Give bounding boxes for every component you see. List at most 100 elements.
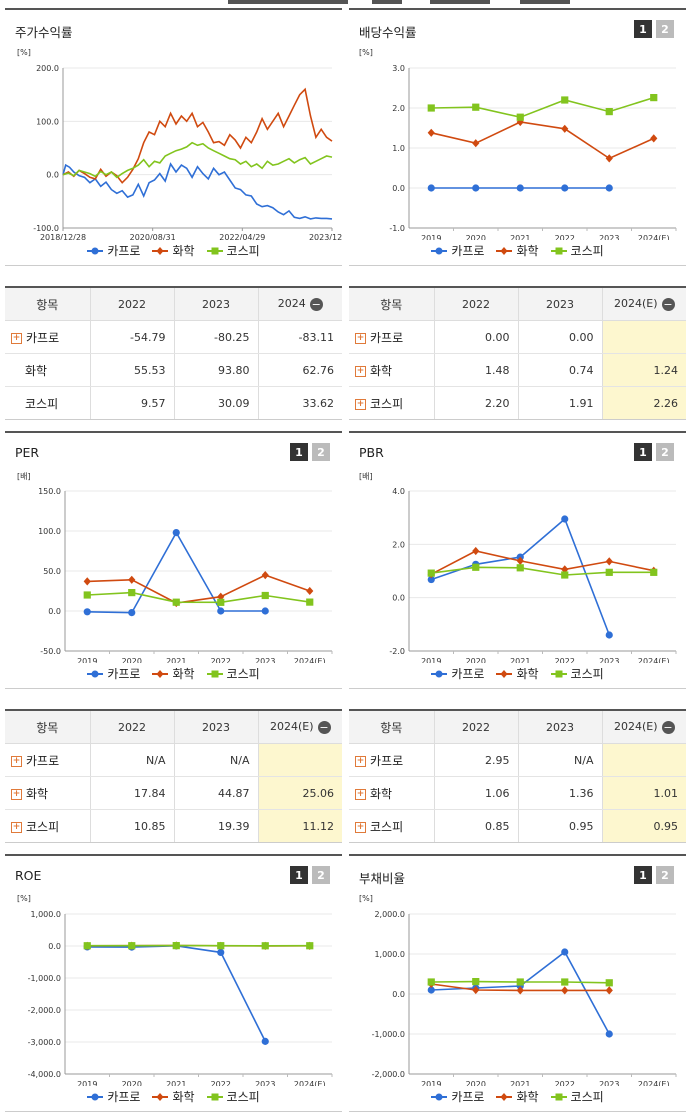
row-label[interactable]: + 카프로 bbox=[5, 320, 90, 354]
view-2-button[interactable]: 2 bbox=[312, 866, 330, 884]
x-tick-label: 2022 bbox=[555, 1080, 575, 1086]
legend: 카프로 화학 코스피 bbox=[5, 242, 342, 259]
data-point bbox=[91, 670, 99, 677]
x-tick-label: 2020 bbox=[466, 1080, 486, 1086]
row-label[interactable]: + 화학 bbox=[349, 776, 434, 810]
expand-icon[interactable]: + bbox=[11, 755, 22, 767]
view-2-button[interactable]: 2 bbox=[656, 866, 674, 884]
expand-icon[interactable]: + bbox=[11, 788, 22, 800]
expand-icon[interactable]: + bbox=[355, 755, 366, 767]
legend-label: 코스피 bbox=[570, 1090, 604, 1104]
legend-item[interactable]: 코스피 bbox=[550, 665, 604, 682]
legend-item[interactable]: 카프로 bbox=[87, 1088, 140, 1105]
expand-icon[interactable]: + bbox=[355, 398, 366, 410]
collapse-column-icon[interactable]: − bbox=[317, 720, 331, 734]
legend-swatch bbox=[496, 669, 513, 678]
series-line bbox=[431, 517, 611, 636]
y-tick-label: 100.0 bbox=[38, 527, 61, 536]
row-label[interactable]: 코스피 bbox=[25, 396, 59, 411]
data-point bbox=[156, 1092, 164, 1101]
expand-icon[interactable]: + bbox=[11, 821, 22, 833]
table-cell: -54.79 bbox=[89, 320, 174, 354]
data-point bbox=[605, 154, 613, 163]
top-tab[interactable] bbox=[372, 0, 402, 4]
legend-item[interactable]: 화학 bbox=[152, 1088, 195, 1105]
view-1-button[interactable]: 1 bbox=[290, 443, 308, 461]
row-label[interactable]: + 코스피 bbox=[11, 819, 60, 834]
legend-label: 화학 bbox=[172, 1090, 195, 1104]
legend-item[interactable]: 화학 bbox=[152, 665, 195, 682]
series-line bbox=[87, 944, 267, 1042]
collapse-column-icon[interactable]: − bbox=[661, 297, 675, 311]
data-point bbox=[217, 948, 225, 956]
legend-item[interactable]: 카프로 bbox=[431, 1088, 484, 1105]
unit-label: [%] bbox=[17, 894, 31, 903]
expand-icon[interactable]: + bbox=[355, 788, 366, 800]
legend-item[interactable]: 코스피 bbox=[206, 242, 260, 259]
data-point bbox=[605, 986, 613, 995]
legend-item[interactable]: 코스피 bbox=[550, 242, 604, 259]
legend-item[interactable]: 화학 bbox=[152, 242, 195, 259]
data-point bbox=[156, 669, 164, 678]
expand-icon[interactable]: + bbox=[355, 332, 366, 344]
y-tick-label: 0.0 bbox=[48, 607, 61, 616]
table-row: + 카프로 0.00 0.00 bbox=[349, 320, 686, 354]
table-cell: 19.39 bbox=[173, 809, 258, 842]
collapse-column-icon[interactable]: − bbox=[661, 720, 675, 734]
row-label[interactable]: + 화학 bbox=[349, 353, 434, 387]
view-2-button[interactable]: 2 bbox=[656, 443, 674, 461]
x-tick-label: 2019 bbox=[421, 657, 441, 663]
row-label[interactable]: + 카프로 bbox=[349, 743, 434, 777]
view-2-button[interactable]: 2 bbox=[656, 20, 674, 38]
unit-label: [%] bbox=[17, 48, 31, 57]
expand-icon[interactable]: + bbox=[355, 821, 366, 833]
top-tab[interactable] bbox=[228, 0, 348, 4]
legend-item[interactable]: 화학 bbox=[496, 242, 539, 259]
legend-item[interactable]: 코스피 bbox=[206, 665, 260, 682]
series-line bbox=[87, 574, 311, 604]
legend-item[interactable]: 화학 bbox=[496, 665, 539, 682]
row-label[interactable]: + 화학 bbox=[5, 776, 90, 810]
table-row: + 카프로 -54.79 -80.25 -83.11 bbox=[5, 320, 342, 354]
collapse-column-icon[interactable]: − bbox=[309, 297, 323, 311]
view-1-button[interactable]: 1 bbox=[634, 443, 652, 461]
data-point bbox=[561, 124, 569, 133]
x-tick-label: 2020 bbox=[122, 657, 142, 663]
top-tab[interactable] bbox=[520, 0, 570, 4]
legend-swatch bbox=[431, 247, 448, 254]
data-point bbox=[306, 942, 314, 950]
expand-icon[interactable]: + bbox=[11, 332, 22, 344]
y-tick-label: 1.0 bbox=[392, 144, 405, 153]
row-label[interactable]: + 카프로 bbox=[349, 320, 434, 354]
legend-label: 화학 bbox=[172, 667, 195, 681]
top-tab[interactable] bbox=[430, 0, 490, 4]
legend-item[interactable]: 카프로 bbox=[87, 665, 140, 682]
row-label[interactable]: + 코스피 bbox=[355, 396, 404, 411]
table-dividend-yield: 항목 2022 2023 2024(E) − + 카프로 0.00 0.00 + 화학 1.48 0.7… bbox=[349, 286, 686, 420]
legend-item[interactable]: 코스피 bbox=[206, 1088, 260, 1105]
series-line bbox=[62, 87, 333, 184]
view-1-button[interactable]: 1 bbox=[634, 20, 652, 38]
legend-item[interactable]: 카프로 bbox=[431, 242, 484, 259]
legend-swatch bbox=[496, 246, 513, 255]
legend: 카프로 화학 코스피 bbox=[349, 242, 686, 259]
data-point bbox=[128, 575, 136, 584]
legend-item[interactable]: 코스피 bbox=[550, 1088, 604, 1105]
data-point bbox=[427, 986, 435, 994]
expand-icon[interactable]: + bbox=[355, 365, 366, 377]
row-label[interactable]: 화학 bbox=[5, 353, 90, 387]
row-label[interactable]: + 코스피 bbox=[355, 819, 404, 834]
view-1-button[interactable]: 1 bbox=[290, 866, 308, 884]
view-2-button[interactable]: 2 bbox=[312, 443, 330, 461]
view-1-button[interactable]: 1 bbox=[634, 866, 652, 884]
legend-label: 코스피 bbox=[226, 667, 260, 681]
data-point bbox=[128, 942, 136, 950]
row-label[interactable]: + 카프로 bbox=[5, 743, 90, 777]
y-tick-label: -1.0 bbox=[389, 224, 405, 233]
legend-item[interactable]: 화학 bbox=[496, 1088, 539, 1105]
table-row: + 코스피 0.85 0.95 0.95 bbox=[349, 809, 686, 842]
legend-item[interactable]: 카프로 bbox=[87, 242, 140, 259]
legend-item[interactable]: 카프로 bbox=[431, 665, 484, 682]
chart-pbr: 4.0 2.0 0.0 -2.0 2019 2020 2021 2022 2023 2024(E) bbox=[389, 487, 677, 663]
legend-label: 카프로 bbox=[451, 1090, 485, 1104]
